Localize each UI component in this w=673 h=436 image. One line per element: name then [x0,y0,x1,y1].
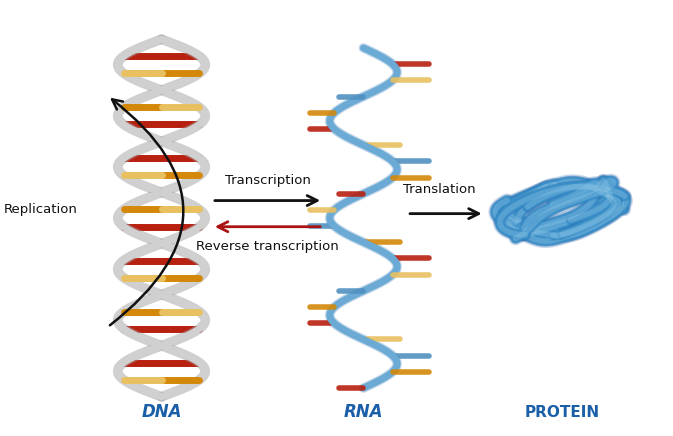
Text: RNA: RNA [344,403,383,421]
Text: PROTEIN: PROTEIN [524,405,600,419]
FancyArrowPatch shape [110,99,183,325]
Text: Replication: Replication [3,203,77,216]
Text: Translation: Translation [403,183,475,196]
Text: DNA: DNA [141,403,182,421]
Text: Transcription: Transcription [225,174,310,187]
Text: Reverse transcription: Reverse transcription [196,240,339,253]
